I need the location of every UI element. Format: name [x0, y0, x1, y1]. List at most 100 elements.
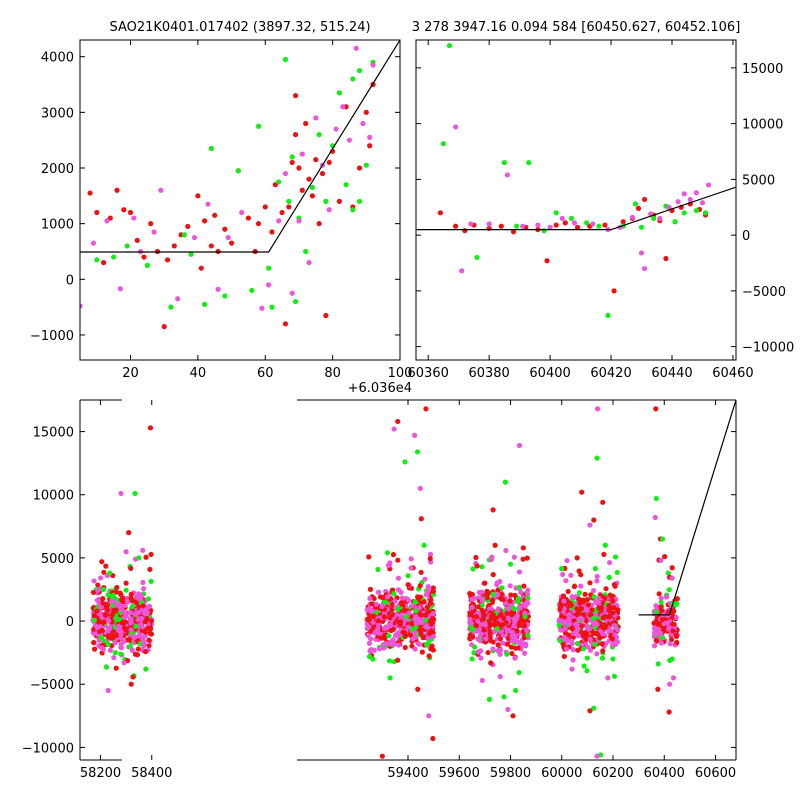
- data-point: [503, 620, 509, 626]
- data-point: [90, 240, 97, 246]
- data-point: [655, 626, 661, 632]
- data-point: [584, 644, 591, 650]
- data-point: [559, 613, 565, 619]
- data-point: [596, 223, 602, 229]
- data-point: [135, 646, 141, 652]
- data-point: [459, 268, 465, 274]
- x-tick-label: 60600: [695, 766, 736, 781]
- data-point: [505, 606, 511, 613]
- data-point: [388, 641, 394, 647]
- data-point: [134, 237, 140, 243]
- data-point: [375, 622, 381, 628]
- data-point: [509, 650, 515, 657]
- data-point: [425, 587, 432, 594]
- data-point: [384, 624, 390, 630]
- data-point: [158, 187, 164, 193]
- data-point: [368, 608, 374, 614]
- data-point: [553, 222, 559, 228]
- data-point: [99, 627, 105, 633]
- data-point: [395, 587, 402, 593]
- data-point: [428, 628, 435, 634]
- data-point: [502, 600, 509, 606]
- data-point: [564, 557, 570, 564]
- data-point: [478, 655, 484, 661]
- data-point: [429, 643, 435, 649]
- data-point: [135, 617, 141, 623]
- data-point: [133, 623, 139, 630]
- data-point: [313, 115, 319, 121]
- data-point: [94, 257, 100, 263]
- data-point: [505, 635, 511, 642]
- data-point: [474, 254, 480, 261]
- data-point: [497, 651, 503, 657]
- data-point: [371, 595, 377, 602]
- data-point: [131, 215, 137, 221]
- data-point: [574, 555, 580, 561]
- data-point: [467, 632, 473, 638]
- data-point: [202, 301, 208, 307]
- data-point: [100, 260, 107, 266]
- data-point: [430, 616, 437, 622]
- x-tick-label: 60380: [468, 366, 509, 381]
- series-2: [453, 124, 712, 274]
- data-point: [405, 597, 412, 603]
- data-point: [202, 218, 208, 224]
- data-point: [567, 600, 573, 606]
- data-point: [350, 207, 356, 213]
- data-point: [483, 636, 489, 642]
- data-point: [651, 215, 657, 221]
- data-point: [489, 597, 496, 603]
- data-point: [245, 215, 252, 221]
- axes-frame: [415, 39, 737, 361]
- x-tick-label: 60420: [590, 366, 631, 381]
- data-point: [490, 572, 496, 578]
- data-point: [526, 160, 532, 166]
- data-point: [570, 647, 576, 653]
- data-point: [134, 594, 140, 600]
- data-point: [122, 614, 128, 620]
- data-point: [115, 627, 121, 633]
- data-point: [479, 602, 485, 608]
- y-tick-label: −1000: [30, 329, 74, 344]
- data-point: [140, 547, 146, 553]
- data-point: [606, 603, 612, 609]
- data-point: [525, 587, 531, 593]
- data-point: [653, 637, 659, 643]
- data-point: [603, 623, 609, 629]
- data-point: [415, 686, 421, 692]
- data-point: [515, 599, 521, 605]
- data-point: [228, 240, 235, 246]
- data-point: [590, 221, 596, 227]
- data-point: [562, 626, 568, 632]
- plot-area: [416, 42, 736, 319]
- data-point: [367, 648, 373, 654]
- data-point: [512, 635, 519, 641]
- series-1: [440, 42, 709, 319]
- data-point: [376, 646, 383, 652]
- data-point: [142, 649, 149, 655]
- data-point: [326, 159, 332, 166]
- data-point: [475, 604, 481, 610]
- data-point: [514, 613, 520, 619]
- data-point: [130, 674, 136, 680]
- data-point: [175, 296, 181, 302]
- data-point: [80, 303, 83, 309]
- data-point: [107, 625, 113, 631]
- y-tick-label: 1000: [41, 218, 74, 233]
- x-tick-label: 60200: [592, 766, 633, 781]
- data-point: [469, 591, 476, 598]
- data-point: [523, 643, 529, 649]
- data-point: [94, 608, 100, 614]
- data-point: [118, 490, 124, 497]
- data-point: [522, 603, 528, 609]
- data-point: [141, 610, 147, 616]
- data-point: [478, 595, 484, 601]
- data-point: [658, 599, 664, 605]
- data-point: [390, 552, 397, 558]
- data-point: [609, 610, 616, 616]
- data-point: [114, 584, 120, 591]
- data-point: [99, 645, 105, 651]
- data-point: [490, 612, 496, 618]
- data-point: [419, 649, 425, 655]
